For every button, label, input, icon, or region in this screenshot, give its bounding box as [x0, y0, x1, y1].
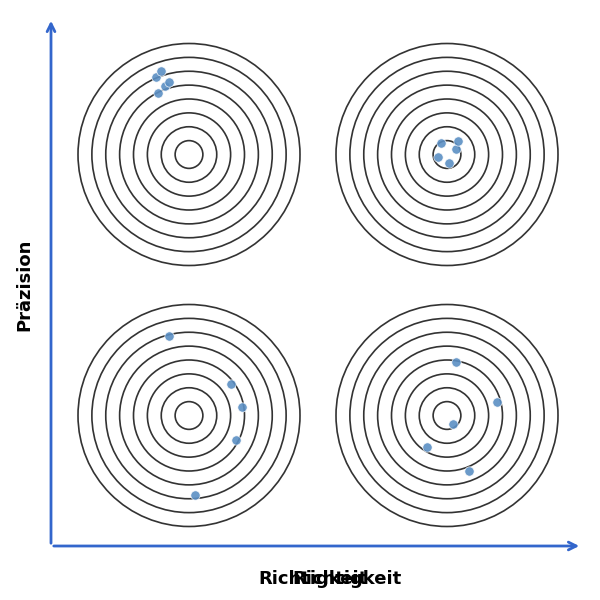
Text: Richtigkeit: Richtigkeit — [259, 570, 368, 588]
Point — [454, 136, 463, 146]
Point — [451, 144, 461, 154]
Text: Präzision: Präzision — [15, 239, 33, 331]
Point — [151, 72, 161, 82]
Point — [226, 380, 236, 389]
Point — [231, 435, 241, 445]
Point — [164, 331, 174, 340]
Point — [157, 67, 166, 76]
Point — [190, 491, 199, 500]
Point — [153, 89, 163, 98]
Point — [492, 397, 502, 407]
Point — [160, 81, 169, 91]
Point — [238, 402, 247, 412]
Point — [445, 158, 454, 168]
Point — [464, 466, 474, 476]
Point — [164, 77, 174, 87]
Point — [437, 139, 446, 148]
Point — [448, 419, 457, 429]
Point — [451, 358, 461, 367]
Text: Richtigkeit: Richtigkeit — [292, 570, 401, 588]
Point — [422, 442, 432, 451]
Point — [433, 152, 443, 161]
